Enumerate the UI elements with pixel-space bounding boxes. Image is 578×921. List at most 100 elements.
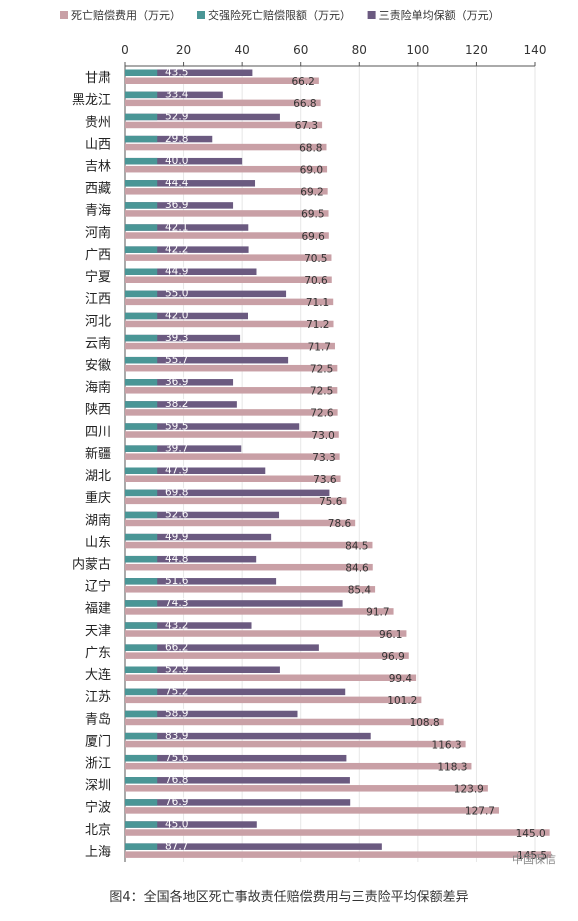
x-tick-label: 0: [121, 43, 129, 57]
bar-death-compensation: [125, 188, 328, 195]
data-label-death-compensation: 72.5: [310, 363, 333, 375]
category-label: 广东: [85, 646, 111, 661]
data-label-death-compensation: 68.8: [299, 142, 322, 154]
bar-compulsory: [125, 644, 158, 651]
bar-compulsory: [125, 246, 158, 253]
bar-death-compensation: [125, 586, 376, 593]
category-label: 江西: [85, 292, 111, 307]
data-label-death-compensation: 71.7: [308, 341, 331, 353]
category-label: 北京: [85, 823, 111, 838]
legend-swatch: [197, 11, 205, 19]
data-label-death-compensation: 72.5: [310, 386, 333, 398]
bar-death-compensation: [125, 453, 340, 460]
bar-death-compensation: [125, 210, 329, 217]
data-label-third-party: 39.3: [165, 332, 188, 344]
x-tick-label: 80: [352, 43, 367, 57]
data-label-death-compensation: 72.6: [310, 408, 334, 420]
bar-compulsory: [125, 268, 158, 275]
bar-third-party: [125, 754, 347, 762]
bar-compulsory: [125, 180, 158, 187]
bar-death-compensation: [125, 143, 327, 151]
bar-third-party: [125, 401, 237, 408]
bar-compulsory: [125, 202, 158, 209]
data-label-third-party: 47.9: [165, 465, 188, 477]
data-label-third-party: 45.0: [165, 818, 188, 830]
data-label-third-party: 75.2: [165, 686, 188, 698]
data-label-third-party: 52.9: [165, 664, 188, 676]
bar-death-compensation: [125, 630, 407, 637]
category-label: 大连: [85, 667, 111, 683]
bar-compulsory: [125, 843, 158, 850]
bar-third-party: [125, 113, 280, 121]
bar-third-party: [125, 555, 257, 563]
x-tick-label: 140: [524, 43, 547, 57]
bar-compulsory: [125, 511, 158, 519]
data-label-third-party: 43.2: [165, 619, 188, 631]
data-label-third-party: 69.8: [165, 487, 188, 499]
data-label-third-party: 83.9: [165, 730, 188, 742]
bar-death-compensation: [125, 497, 347, 505]
legend-swatch: [60, 11, 68, 19]
data-label-third-party: 40.0: [165, 155, 188, 167]
data-label-third-party: 44.9: [165, 266, 188, 278]
bar-third-party: [125, 69, 253, 76]
bar-death-compensation: [125, 342, 335, 350]
bar-compulsory: [125, 423, 158, 430]
category-label: 山西: [85, 137, 111, 152]
bar-death-compensation: [125, 298, 334, 306]
data-label-death-compensation: 99.4: [389, 673, 413, 685]
data-label-death-compensation: 75.6: [319, 496, 343, 508]
bar-death-compensation: [125, 652, 409, 659]
bar-compulsory: [125, 732, 158, 740]
bar-compulsory: [125, 777, 158, 784]
bar-death-compensation: [125, 232, 329, 239]
bar-third-party: [125, 246, 249, 253]
figure-caption: 图4：全国各地区死亡事故责任赔偿费用与三责险平均保额差异: [109, 890, 469, 905]
category-label: 上海: [85, 845, 111, 860]
bar-death-compensation: [125, 165, 328, 173]
data-label-death-compensation: 71.1: [306, 297, 329, 309]
bar-death-compensation: [125, 409, 338, 416]
category-label: 重庆: [85, 490, 111, 506]
bar-death-compensation: [125, 807, 499, 814]
bar-third-party: [125, 202, 234, 209]
bar-death-compensation: [125, 718, 444, 726]
category-label: 西藏: [85, 182, 111, 197]
bar-death-compensation: [125, 121, 323, 129]
data-label-third-party: 55.7: [165, 354, 188, 366]
bar-compulsory: [125, 445, 158, 452]
category-label: 河北: [85, 314, 111, 329]
data-label-third-party: 42.0: [165, 310, 188, 322]
category-label: 深圳: [85, 779, 111, 794]
bar-compulsory: [125, 489, 158, 497]
data-label-third-party: 44.8: [165, 553, 188, 565]
bar-third-party: [125, 644, 319, 651]
data-label-third-party: 76.8: [165, 774, 188, 786]
data-label-death-compensation: 69.6: [301, 231, 325, 243]
bar-third-party: [125, 290, 287, 298]
category-label: 海南: [85, 380, 111, 396]
category-label: 厦门: [85, 734, 111, 749]
bar-compulsory: [125, 157, 158, 165]
bar-death-compensation: [125, 829, 550, 836]
bar-death-compensation: [125, 519, 356, 527]
category-label: 云南: [85, 335, 111, 351]
category-label: 山东: [85, 535, 111, 550]
category-label: 青海: [85, 204, 111, 219]
bar-third-party: [125, 423, 300, 430]
data-label-third-party: 44.4: [165, 177, 189, 189]
data-label-third-party: 33.4: [165, 89, 189, 101]
bar-compulsory: [125, 224, 158, 231]
category-label: 福建: [85, 602, 111, 617]
category-label: 陕西: [85, 403, 111, 418]
data-label-third-party: 38.2: [165, 398, 188, 410]
category-label: 黑龙江: [72, 93, 111, 108]
bar-compulsory: [125, 334, 158, 342]
data-label-death-compensation: 71.2: [306, 319, 329, 331]
data-label-death-compensation: 118.3: [437, 761, 467, 773]
bar-compulsory: [125, 113, 158, 121]
bar-death-compensation: [125, 696, 422, 704]
bar-death-compensation: [125, 254, 332, 261]
bar-third-party: [125, 666, 280, 673]
